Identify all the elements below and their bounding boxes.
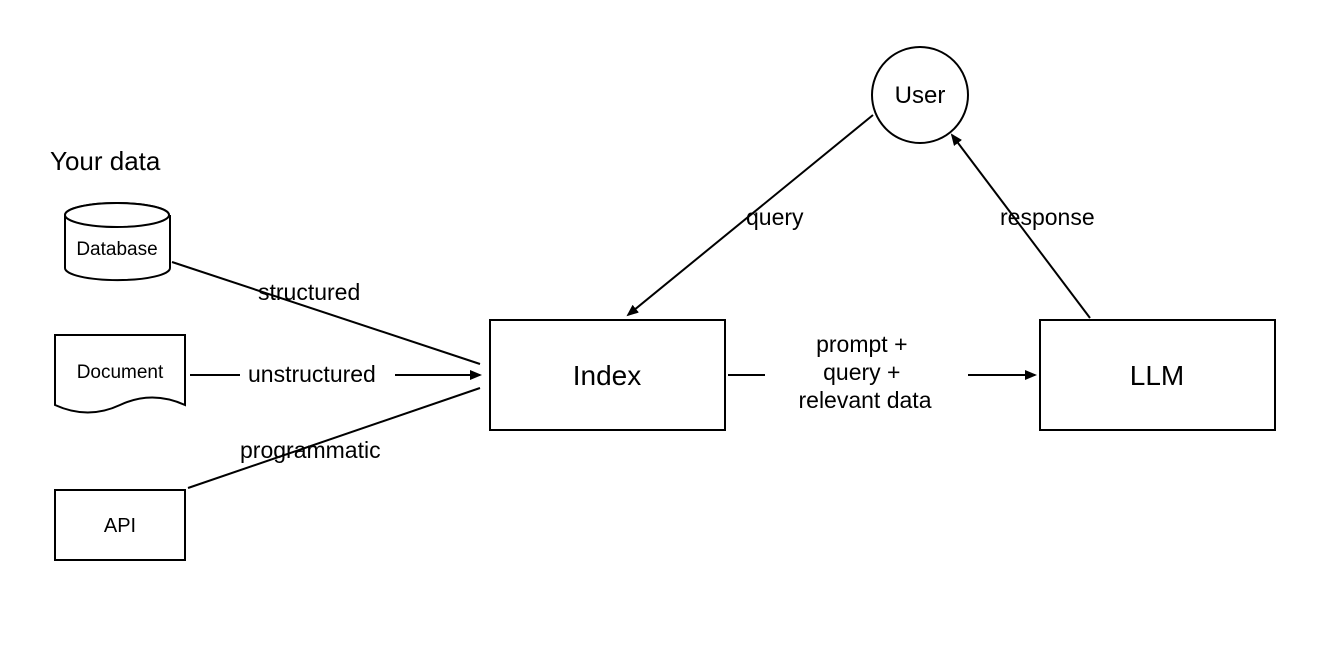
node-index-label: Index bbox=[573, 360, 642, 391]
section-title: Your data bbox=[50, 146, 161, 176]
rag-flowchart: Your data Database Document API Index LL… bbox=[0, 0, 1342, 650]
edge-db-to-index bbox=[172, 262, 480, 364]
edge-api-to-index-label: programmatic bbox=[240, 437, 381, 463]
node-llm: LLM bbox=[1040, 320, 1275, 430]
edge-llm-to-user-label: response bbox=[1000, 204, 1095, 230]
node-database: Database bbox=[65, 203, 170, 280]
node-user: User bbox=[872, 47, 968, 143]
node-document: Document bbox=[55, 335, 185, 413]
node-database-label: Database bbox=[76, 239, 157, 260]
node-api: API bbox=[55, 490, 185, 560]
edge-user-to-index-label: query bbox=[746, 204, 804, 230]
edge-doc-to-index-label: unstructured bbox=[248, 361, 376, 387]
node-index: Index bbox=[490, 320, 725, 430]
node-document-label: Document bbox=[77, 362, 164, 383]
node-llm-label: LLM bbox=[1130, 360, 1184, 391]
edge-index-to-llm-label: prompt + query + relevant data bbox=[799, 331, 932, 413]
node-user-label: User bbox=[895, 82, 946, 109]
edge-db-to-index-label: structured bbox=[258, 279, 360, 305]
node-api-label: API bbox=[104, 515, 136, 537]
